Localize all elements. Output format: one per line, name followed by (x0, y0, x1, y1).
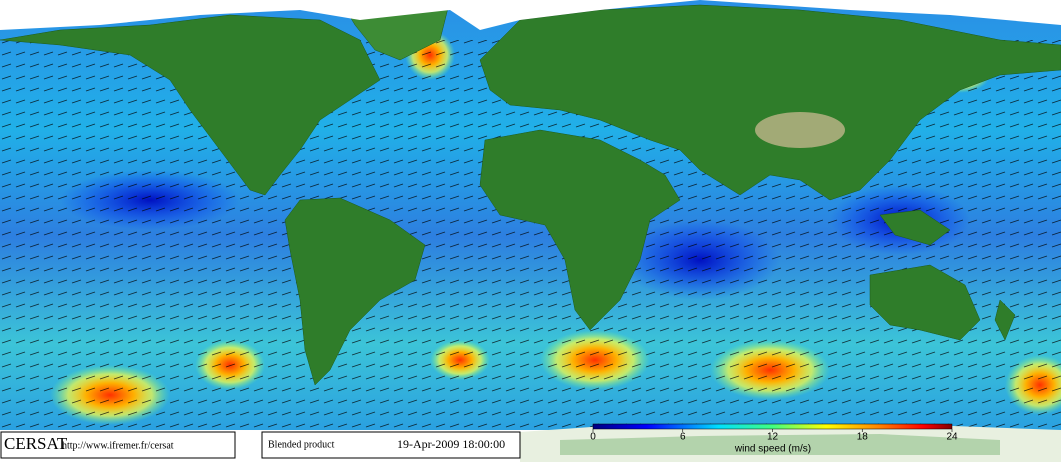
antarctica-relief (560, 434, 1000, 455)
colorbar-label: wind speed (m/s) (734, 444, 811, 455)
footer: CERSAT http://www.ifremer.fr/cersat Blen… (0, 431, 521, 459)
colorbar-scale (592, 423, 953, 430)
timestamp: 19-Apr-2009 18:00:00 (397, 437, 505, 451)
colorbar-tick-label: 6 (680, 432, 686, 443)
colorbar-tick-label: 18 (857, 432, 869, 443)
colorbar-tick-label: 0 (590, 432, 596, 443)
arctic (0, 0, 1061, 30)
product: Blended product (268, 439, 335, 450)
colorbar-tick-label: 12 (767, 432, 779, 443)
colorbar-tick-label: 24 (946, 432, 958, 443)
tibetan-plateau (755, 112, 845, 148)
land (0, 0, 1061, 386)
info-box (261, 431, 521, 459)
colorbar: wind speed (m/s) 0 6 12 18 24 (590, 423, 958, 455)
logo: CERSAT (4, 434, 68, 453)
logo-box (0, 431, 236, 459)
url: http://www.ifremer.fr/cersat (62, 440, 174, 451)
